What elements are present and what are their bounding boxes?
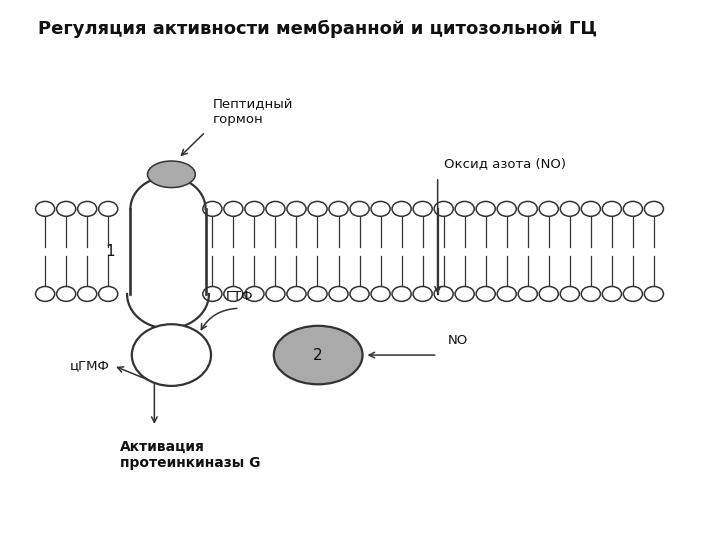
Circle shape (455, 201, 474, 217)
Circle shape (644, 287, 663, 301)
Circle shape (476, 287, 495, 301)
Circle shape (498, 201, 516, 217)
Circle shape (287, 287, 306, 301)
Circle shape (99, 201, 118, 217)
Ellipse shape (274, 326, 363, 384)
Circle shape (308, 201, 327, 217)
Circle shape (581, 201, 600, 217)
Circle shape (413, 287, 432, 301)
Circle shape (350, 201, 369, 217)
Circle shape (476, 201, 495, 217)
Circle shape (434, 201, 453, 217)
Circle shape (560, 287, 580, 301)
Circle shape (203, 287, 222, 301)
Ellipse shape (148, 161, 195, 187)
Circle shape (35, 201, 55, 217)
Circle shape (99, 287, 118, 301)
Circle shape (371, 201, 390, 217)
Circle shape (392, 201, 411, 217)
Circle shape (329, 287, 348, 301)
Circle shape (518, 201, 537, 217)
Circle shape (603, 287, 621, 301)
Circle shape (203, 201, 222, 217)
Circle shape (35, 287, 55, 301)
Circle shape (560, 201, 580, 217)
Circle shape (624, 201, 642, 217)
Circle shape (266, 287, 285, 301)
Circle shape (581, 287, 600, 301)
Text: Оксид азота (NO): Оксид азота (NO) (444, 157, 567, 170)
Circle shape (498, 287, 516, 301)
Circle shape (57, 287, 76, 301)
Text: Активация
протеинкиназы G: Активация протеинкиназы G (120, 440, 261, 470)
Circle shape (245, 201, 264, 217)
Text: 2: 2 (313, 348, 323, 362)
Circle shape (539, 201, 558, 217)
Circle shape (413, 201, 432, 217)
Circle shape (455, 287, 474, 301)
Circle shape (245, 287, 264, 301)
Text: 1: 1 (105, 244, 114, 259)
Circle shape (644, 201, 663, 217)
Circle shape (518, 287, 537, 301)
Text: ГТФ: ГТФ (226, 290, 253, 303)
Circle shape (392, 287, 411, 301)
Circle shape (371, 287, 390, 301)
Circle shape (266, 201, 285, 217)
Circle shape (78, 201, 96, 217)
Circle shape (539, 287, 558, 301)
Text: цГМФ: цГМФ (70, 359, 110, 372)
Circle shape (78, 287, 96, 301)
Circle shape (132, 324, 211, 386)
Circle shape (329, 201, 348, 217)
Circle shape (308, 287, 327, 301)
Circle shape (624, 287, 642, 301)
Circle shape (57, 201, 76, 217)
Circle shape (224, 201, 243, 217)
Circle shape (350, 287, 369, 301)
Text: Пептидный
гормон: Пептидный гормон (212, 98, 293, 126)
Circle shape (434, 287, 453, 301)
Circle shape (603, 201, 621, 217)
Circle shape (224, 287, 243, 301)
Text: NO: NO (448, 334, 468, 347)
Circle shape (287, 201, 306, 217)
Text: Регуляция активности мембранной и цитозольной ГЦ: Регуляция активности мембранной и цитозо… (38, 20, 598, 38)
